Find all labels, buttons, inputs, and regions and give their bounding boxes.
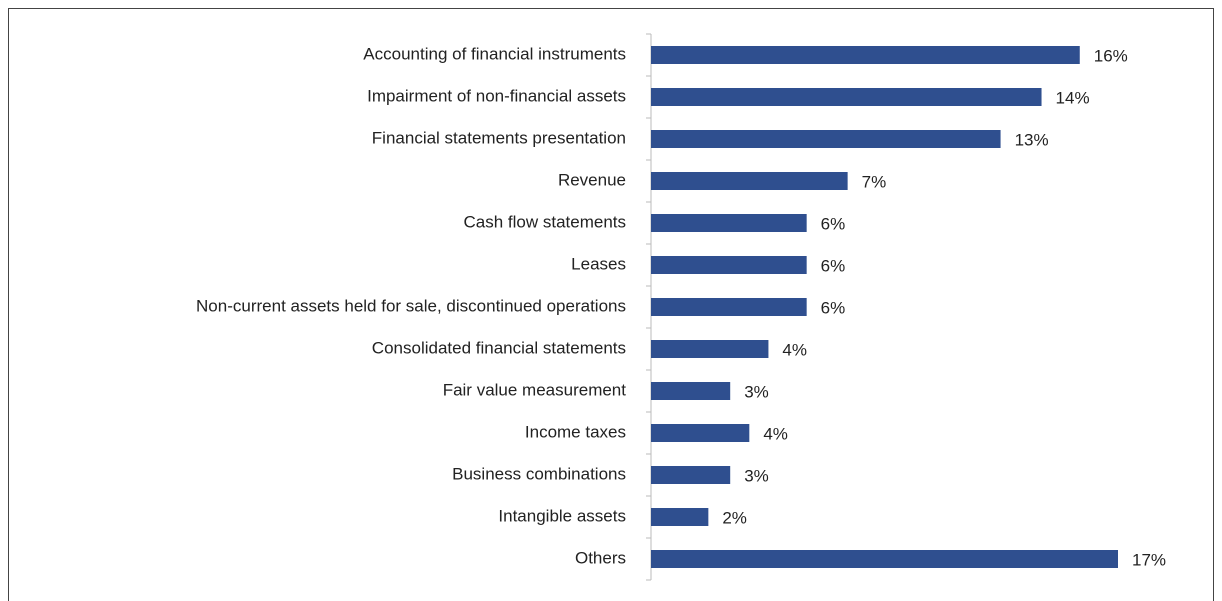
bar — [651, 46, 1080, 64]
category-label: Consolidated financial statements — [372, 338, 626, 357]
data-label: 3% — [744, 382, 769, 401]
bar — [651, 466, 731, 484]
bar — [651, 130, 1001, 148]
frame — [8, 8, 1214, 601]
data-label: 14% — [1056, 88, 1090, 107]
bar — [651, 88, 1042, 106]
category-label: Impairment of non-financial assets — [367, 86, 626, 105]
category-label: Business combinations — [452, 464, 626, 483]
data-label: 6% — [821, 214, 846, 233]
data-label: 6% — [821, 256, 846, 275]
category-label: Cash flow statements — [463, 212, 626, 231]
data-label: 2% — [722, 508, 747, 527]
bar — [651, 256, 807, 274]
bar — [651, 298, 807, 316]
bar — [651, 172, 848, 190]
category-label: Non-current assets held for sale, discon… — [196, 296, 626, 315]
bar — [651, 382, 731, 400]
data-label: 16% — [1094, 46, 1128, 65]
data-label: 4% — [763, 424, 788, 443]
bar — [651, 508, 709, 526]
category-label: Intangible assets — [498, 506, 626, 525]
bar — [651, 550, 1118, 568]
category-label: Accounting of financial instruments — [363, 44, 626, 63]
category-label: Income taxes — [525, 422, 626, 441]
category-label: Leases — [571, 254, 626, 273]
category-label: Fair value measurement — [443, 380, 627, 399]
bar — [651, 340, 769, 358]
bar — [651, 214, 807, 232]
data-label: 7% — [862, 172, 887, 191]
data-label: 6% — [821, 298, 846, 317]
data-label: 17% — [1132, 550, 1166, 569]
category-label: Revenue — [558, 170, 626, 189]
data-label: 4% — [782, 340, 807, 359]
bar — [651, 424, 750, 442]
data-label: 13% — [1015, 130, 1049, 149]
category-label: Others — [575, 548, 626, 567]
category-label: Financial statements presentation — [372, 128, 626, 147]
data-label: 3% — [744, 466, 769, 485]
